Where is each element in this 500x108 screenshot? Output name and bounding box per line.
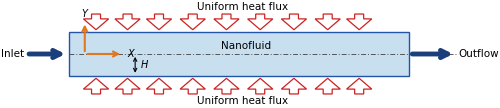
Polygon shape bbox=[346, 78, 372, 94]
Polygon shape bbox=[180, 78, 206, 94]
Polygon shape bbox=[115, 14, 140, 30]
Text: Outflow: Outflow bbox=[458, 49, 499, 59]
Text: Inlet: Inlet bbox=[1, 49, 24, 59]
Text: X: X bbox=[128, 49, 134, 59]
Polygon shape bbox=[315, 78, 340, 94]
Text: H: H bbox=[141, 60, 148, 70]
Polygon shape bbox=[180, 14, 206, 30]
Polygon shape bbox=[248, 78, 273, 94]
Polygon shape bbox=[84, 78, 108, 94]
Polygon shape bbox=[214, 14, 239, 30]
Text: Uniform heat flux: Uniform heat flux bbox=[196, 96, 288, 106]
Polygon shape bbox=[248, 14, 273, 30]
Polygon shape bbox=[146, 14, 172, 30]
Polygon shape bbox=[282, 14, 306, 30]
Text: Y: Y bbox=[82, 9, 88, 19]
Polygon shape bbox=[84, 14, 108, 30]
Text: Uniform heat flux: Uniform heat flux bbox=[196, 2, 288, 12]
Text: Nanofluid: Nanofluid bbox=[220, 41, 270, 51]
Bar bbox=[69, 32, 408, 76]
Polygon shape bbox=[282, 78, 306, 94]
Polygon shape bbox=[315, 14, 340, 30]
Polygon shape bbox=[115, 78, 140, 94]
Polygon shape bbox=[346, 14, 372, 30]
Polygon shape bbox=[146, 78, 172, 94]
Polygon shape bbox=[214, 78, 239, 94]
